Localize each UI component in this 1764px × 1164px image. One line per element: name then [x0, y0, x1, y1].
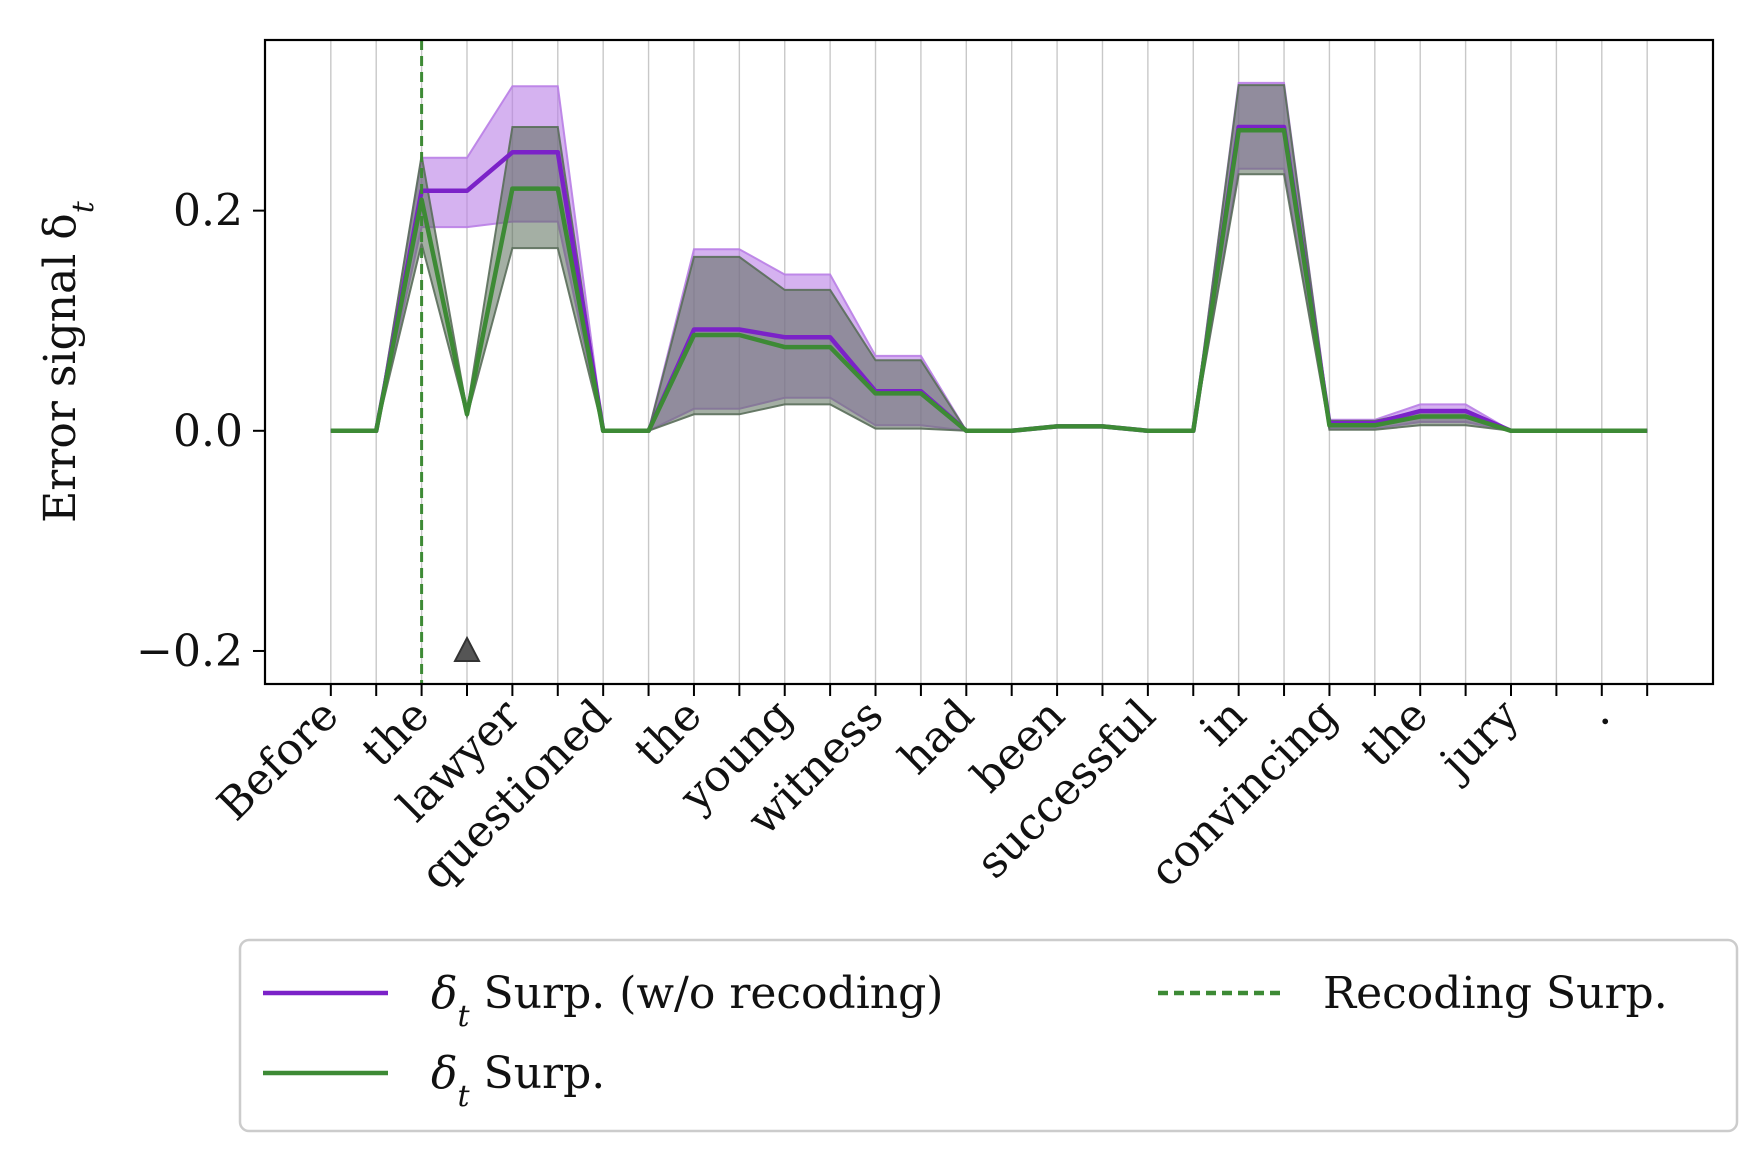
x-tick-label: .	[1574, 690, 1620, 736]
y-tick-label: 0.0	[173, 406, 243, 457]
y-axis-label-main: Error signal δ	[35, 213, 86, 523]
y-tick-label: −0.2	[136, 626, 243, 677]
confidence-band-2	[330, 84, 1648, 432]
series-lines	[330, 124, 1648, 434]
legend-symbol: δ	[431, 968, 458, 1019]
y-axis: 0.2 0.0 −0.2 Error signal δt	[35, 186, 265, 677]
confidence-bands	[330, 81, 1648, 432]
legend-symbol-subscript: t	[458, 1079, 471, 1114]
legend-label-2: δt Surp.	[431, 1048, 605, 1114]
x-tick-label: in	[1190, 690, 1256, 756]
x-tick-label: the	[1351, 690, 1438, 777]
y-axis-label-subscript: t	[66, 200, 101, 213]
x-tick-label: Before	[208, 690, 349, 831]
y-axis-label: Error signal δt	[35, 200, 101, 523]
x-tick-label: jury	[1427, 690, 1529, 792]
legend-label-1: δt Surp. (w/o recoding)	[431, 968, 943, 1034]
legend-symbol: δ	[431, 1048, 458, 1099]
legend-box	[238, 938, 1739, 1133]
legend-text: Surp. (w/o recoding)	[470, 968, 944, 1019]
legend-label-3: Recoding Surp.	[1323, 968, 1668, 1019]
annotations	[420, 40, 481, 684]
legend-symbol-subscript: t	[458, 999, 471, 1034]
plot-frame	[263, 38, 1715, 686]
legend-text: Surp.	[470, 1048, 606, 1099]
series-line-2	[330, 128, 1648, 434]
triangle-marker	[453, 635, 481, 662]
y-tick-label: 0.2	[173, 186, 243, 237]
legend: δt Surp. (w/o recoding)δt Surp.Recoding …	[238, 938, 1739, 1133]
